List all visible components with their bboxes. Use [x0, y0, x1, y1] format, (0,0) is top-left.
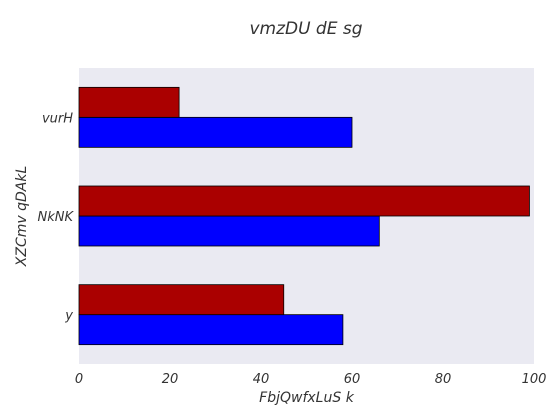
x-tick-label: 60 — [344, 372, 361, 387]
bar-NkNK-series-2 — [78, 185, 530, 217]
x-tick-label: 40 — [253, 372, 270, 387]
bar-NkNK-series-1 — [78, 215, 380, 247]
x-tick-labels: 0 20 40 60 80 100 — [75, 372, 547, 387]
y-tick-labels: y NkNK vurH — [37, 111, 74, 323]
y-tick-label: y — [64, 309, 73, 324]
x-tick-label: 100 — [522, 372, 547, 387]
y-tick-label: NkNK — [37, 210, 74, 225]
x-tick-label: 20 — [162, 372, 179, 387]
y-tick-label: vurH — [42, 111, 73, 126]
chart-title: vmzDU dE sg — [249, 19, 362, 39]
x-axis-label: FbjQwfxLuS k — [259, 390, 355, 406]
bar-vurH-series-2 — [78, 86, 180, 118]
bar-y-series-1 — [78, 314, 344, 346]
x-tick-label: 80 — [435, 372, 452, 387]
x-tick-label: 0 — [75, 372, 83, 387]
bar-y-series-2 — [78, 284, 285, 316]
bar-vurH-series-1 — [78, 116, 353, 148]
y-axis-label: XZCmv qDAkL — [14, 166, 30, 267]
bars-layer — [78, 86, 530, 346]
